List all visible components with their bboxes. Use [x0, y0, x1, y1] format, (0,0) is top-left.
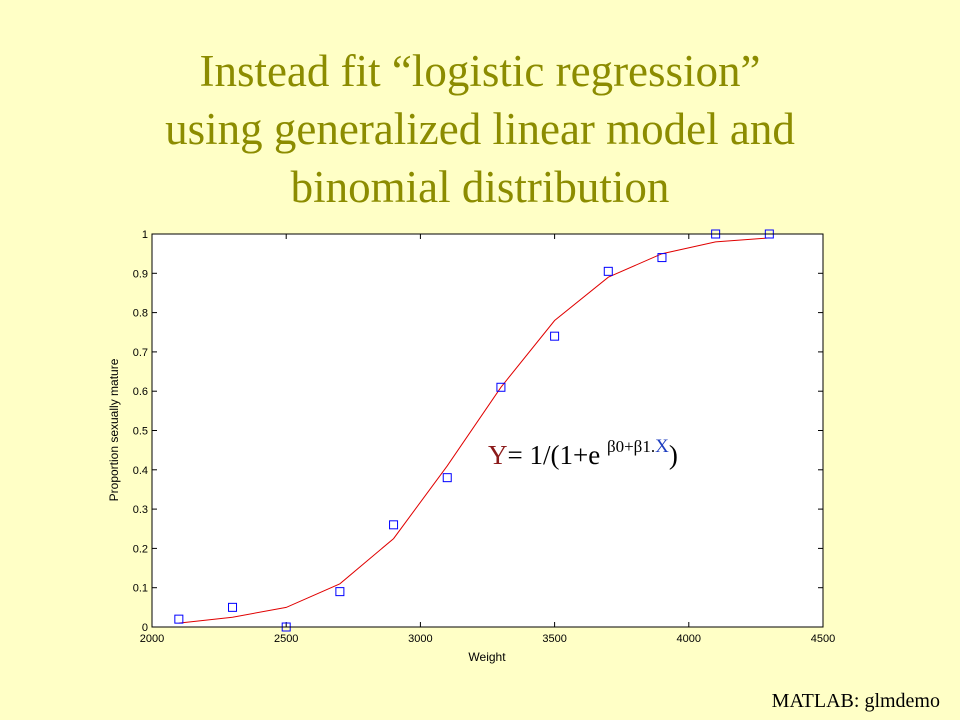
x-tick-label: 3000 — [408, 633, 432, 645]
x-tick-label: 4000 — [677, 633, 701, 645]
formula-exponent-dot: . — [650, 437, 656, 456]
title-line-3: binomial distribution — [290, 162, 670, 212]
x-axis-label: Weight — [468, 650, 506, 664]
title-line-2: using generalized linear model and — [165, 104, 795, 154]
formula-exponent-x: X — [655, 436, 669, 457]
slide-title: Instead fit “logistic regression” using … — [0, 42, 960, 216]
formula-close: ) — [668, 440, 678, 470]
logistic-formula: Y= 1/(1+e β0+β1.X) — [488, 436, 678, 471]
x-tick-label: 2500 — [274, 633, 298, 645]
data-point — [174, 614, 184, 624]
x-tick-label: 2000 — [140, 633, 164, 645]
formula-body: = 1/(1+e — [507, 440, 607, 470]
y-tick-label: 0.4 — [133, 465, 148, 477]
data-point — [550, 331, 560, 341]
plot-frame — [151, 233, 824, 628]
data-point — [228, 602, 238, 612]
x-tick-label: 3500 — [542, 633, 566, 645]
formula-exponent: β0+β1.X — [606, 436, 669, 457]
y-tick-label: 0.5 — [133, 426, 148, 438]
y-tick-label: 0.6 — [133, 386, 148, 398]
axis-tick-labels: 2000 2500 3000 3500 4000 4500 0 0.1 0.2 0.3 0.4 0.5… — [133, 229, 836, 645]
plot-area — [152, 234, 823, 627]
y-tick-label: 0.7 — [133, 347, 148, 359]
y-tick-label: 0.1 — [133, 583, 148, 595]
y-tick-label: 0 — [142, 622, 148, 634]
data-point — [389, 520, 399, 530]
data-point — [657, 253, 667, 263]
x-tick-label: 4500 — [811, 633, 835, 645]
y-tick-label: 0.2 — [133, 543, 148, 555]
fitted-curve — [178, 237, 770, 624]
source-caption: MATLAB: glmdemo — [771, 690, 940, 712]
y-tick-label: 0.9 — [133, 268, 148, 280]
formula-y: Y — [488, 440, 508, 470]
data-point — [335, 587, 345, 597]
formula-exponent-betas: β0+β1 — [606, 437, 651, 456]
y-axis-label: Proportion sexually mature — [107, 358, 121, 501]
y-tick-label: 0.8 — [133, 308, 148, 320]
y-tick-label: 1 — [142, 229, 148, 241]
title-line-1: Instead fit “logistic regression” — [199, 46, 761, 96]
data-point — [603, 266, 613, 276]
data-point — [442, 473, 452, 483]
y-tick-label: 0.3 — [133, 504, 148, 516]
data-point — [496, 382, 506, 392]
